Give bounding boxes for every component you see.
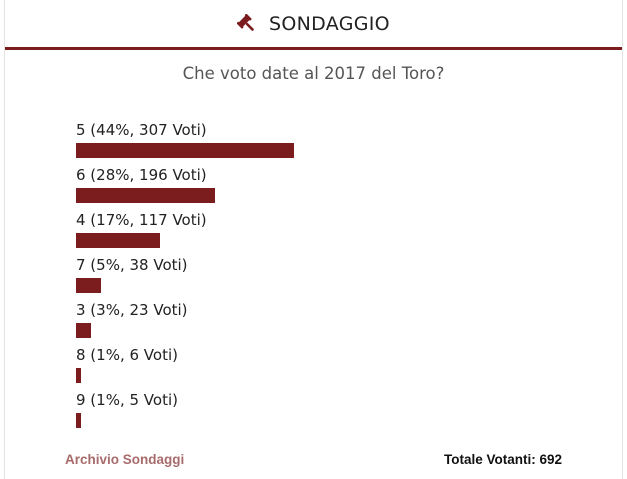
poll-option: 5 (44%, 307 Voti)	[76, 119, 596, 164]
poll-option: 9 (1%, 5 Voti)	[76, 389, 596, 434]
poll-option-bar	[76, 368, 81, 383]
poll-option-bar-track	[76, 413, 596, 428]
total-voters: Totale Votanti: 692	[443, 452, 562, 467]
poll-option-bar-track	[76, 278, 596, 293]
archive-link[interactable]: Archivio Sondaggi	[65, 452, 185, 467]
poll-option-bar	[76, 278, 101, 293]
poll-option-bar	[76, 323, 91, 338]
poll-footer: Archivio Sondaggi Totale Votanti: 692	[5, 452, 622, 472]
poll-option-bar-track	[76, 188, 596, 203]
poll-option: 3 (3%, 23 Voti)	[76, 299, 596, 344]
gavel-icon	[236, 13, 257, 34]
poll-option: 6 (28%, 196 Voti)	[76, 164, 596, 209]
poll-option-bar-track	[76, 143, 596, 158]
poll-widget: SONDAGGIO Che voto date al 2017 del Toro…	[4, 0, 623, 479]
poll-title: SONDAGGIO	[269, 12, 390, 35]
poll-option-bar-track	[76, 368, 596, 383]
poll-option: 8 (1%, 6 Voti)	[76, 344, 596, 389]
poll-option-label: 3 (3%, 23 Voti)	[76, 301, 188, 319]
poll-option-label: 8 (1%, 6 Voti)	[76, 346, 178, 364]
poll-option-label: 6 (28%, 196 Voti)	[76, 166, 207, 184]
poll-option-label: 4 (17%, 117 Voti)	[76, 211, 207, 229]
poll-option: 7 (5%, 38 Voti)	[76, 254, 596, 299]
poll-option-label: 7 (5%, 38 Voti)	[76, 256, 188, 274]
poll-option-bar	[76, 143, 294, 158]
poll-header: SONDAGGIO	[5, 0, 622, 50]
poll-option-bar-track	[76, 233, 596, 248]
poll-option-bar	[76, 188, 215, 203]
poll-question: Che voto date al 2017 del Toro?	[182, 64, 445, 83]
poll-option: 4 (17%, 117 Voti)	[76, 209, 596, 254]
poll-option-bar-track	[76, 323, 596, 338]
poll-option-label: 5 (44%, 307 Voti)	[76, 121, 207, 139]
poll-option-bar	[76, 233, 160, 248]
poll-results: 5 (44%, 307 Voti) 6 (28%, 196 Voti) 4 (17%…	[76, 119, 596, 434]
poll-option-bar	[76, 413, 81, 428]
poll-option-label: 9 (1%, 5 Voti)	[76, 391, 178, 409]
